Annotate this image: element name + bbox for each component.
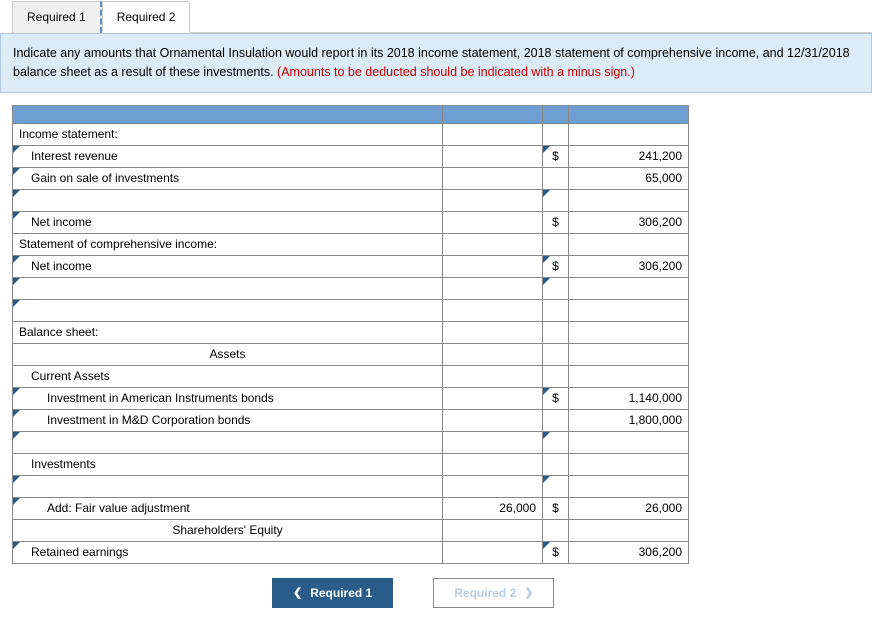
row-stmt-comp: Statement of comprehensive income: — [13, 233, 689, 255]
cell-blank-5-val[interactable] — [569, 475, 689, 497]
cell-blank-4-val[interactable] — [569, 431, 689, 453]
nav-prev-label: Required 1 — [310, 586, 372, 600]
cell-gain-sale-label[interactable]: Gain on sale of investments — [13, 167, 443, 189]
nav-next-label: Required 2 — [454, 586, 516, 600]
cell-retained-val[interactable]: 306,200 — [569, 541, 689, 563]
label-investments: Investments — [13, 453, 443, 475]
label-balance-sheet: Balance sheet: — [13, 321, 443, 343]
cell-net-income-1-sym: $ — [543, 211, 569, 233]
nav-prev-button[interactable]: ❮ Required 1 — [272, 578, 393, 608]
instruction-box: Indicate any amounts that Ornamental Ins… — [0, 33, 872, 93]
row-interest-rev: Interest revenue $ 241,200 — [13, 145, 689, 167]
content-area: Income statement: Interest revenue $ 241… — [0, 93, 872, 608]
cell-retained-sym[interactable]: $ — [543, 541, 569, 563]
label-stmt-comp: Statement of comprehensive income: — [13, 233, 443, 255]
row-inv-md: Investment in M&D Corporation bonds 1,80… — [13, 409, 689, 431]
cell-inv-md-label[interactable]: Investment in M&D Corporation bonds — [13, 409, 443, 431]
cell-add-fv-sym: $ — [543, 497, 569, 519]
cell-blank-3-val[interactable] — [569, 299, 689, 321]
cell-add-fv-val: 26,000 — [569, 497, 689, 519]
cell-net-income-1-val: 306,200 — [569, 211, 689, 233]
data-table: Income statement: Interest revenue $ 241… — [12, 105, 689, 564]
row-sh-equity: Shareholders' Equity — [13, 519, 689, 541]
cell-blank-1-sym[interactable] — [543, 189, 569, 211]
chevron-right-icon: ❯ — [524, 586, 533, 599]
row-assets: Assets — [13, 343, 689, 365]
cell-blank-5-sym[interactable] — [543, 475, 569, 497]
row-add-fv: Add: Fair value adjustment 26,000 $ 26,0… — [13, 497, 689, 519]
row-income-stmt: Income statement: — [13, 123, 689, 145]
tab-required-1[interactable]: Required 1 — [12, 1, 102, 33]
cell-blank-2-val[interactable] — [569, 277, 689, 299]
instruction-red: (Amounts to be deducted should be indica… — [277, 65, 635, 79]
row-blank-1 — [13, 189, 689, 211]
row-current-assets: Current Assets — [13, 365, 689, 387]
table-header-row — [13, 105, 689, 123]
row-blank-2 — [13, 277, 689, 299]
cell-blank-3[interactable] — [13, 299, 443, 321]
cell-inv-md-val[interactable]: 1,800,000 — [569, 409, 689, 431]
chevron-left-icon: ❮ — [293, 586, 302, 599]
row-blank-3 — [13, 299, 689, 321]
nav-buttons: ❮ Required 1 Required 2 ❯ — [272, 578, 872, 608]
cell-blank-5[interactable] — [13, 475, 443, 497]
row-retained: Retained earnings $ 306,200 — [13, 541, 689, 563]
row-blank-5 — [13, 475, 689, 497]
cell-interest-rev-val[interactable]: 241,200 — [569, 145, 689, 167]
cell-add-fv-mid[interactable]: 26,000 — [443, 497, 543, 519]
cell-gain-sale-val[interactable]: 65,000 — [569, 167, 689, 189]
row-net-income-1: Net income $ 306,200 — [13, 211, 689, 233]
row-balance-sheet: Balance sheet: — [13, 321, 689, 343]
row-blank-4 — [13, 431, 689, 453]
cell-blank-4-sym[interactable] — [543, 431, 569, 453]
label-assets: Assets — [13, 343, 443, 365]
cell-inv-american-val[interactable]: 1,140,000 — [569, 387, 689, 409]
cell-net-income-2-sym[interactable]: $ — [543, 255, 569, 277]
cell-net-income-2-val[interactable]: 306,200 — [569, 255, 689, 277]
cell-interest-rev-label[interactable]: Interest revenue — [13, 145, 443, 167]
row-net-income-2: Net income $ 306,200 — [13, 255, 689, 277]
cell-net-income-2-label[interactable]: Net income — [13, 255, 443, 277]
nav-next-button[interactable]: Required 2 ❯ — [433, 578, 554, 608]
label-current-assets: Current Assets — [13, 365, 443, 387]
label-sh-equity: Shareholders' Equity — [13, 519, 443, 541]
cell-blank-4[interactable] — [13, 431, 443, 453]
cell-blank-2-sym[interactable] — [543, 277, 569, 299]
cell-inv-american-label[interactable]: Investment in American Instruments bonds — [13, 387, 443, 409]
row-inv-american: Investment in American Instruments bonds… — [13, 387, 689, 409]
cell-interest-rev-sym[interactable]: $ — [543, 145, 569, 167]
cell-retained-label[interactable]: Retained earnings — [13, 541, 443, 563]
cell-blank-1[interactable] — [13, 189, 443, 211]
cell-net-income-1-label[interactable]: Net income — [13, 211, 443, 233]
cell-inv-american-sym[interactable]: $ — [543, 387, 569, 409]
cell-add-fv-label[interactable]: Add: Fair value adjustment — [13, 497, 443, 519]
row-gain-sale: Gain on sale of investments 65,000 — [13, 167, 689, 189]
cell-blank-2[interactable] — [13, 277, 443, 299]
row-investments: Investments — [13, 453, 689, 475]
label-income-stmt: Income statement: — [13, 123, 443, 145]
tab-required-2[interactable]: Required 2 — [102, 1, 191, 33]
cell-blank-1-val[interactable] — [569, 189, 689, 211]
tabs-bar: Required 1 Required 2 — [12, 0, 872, 33]
